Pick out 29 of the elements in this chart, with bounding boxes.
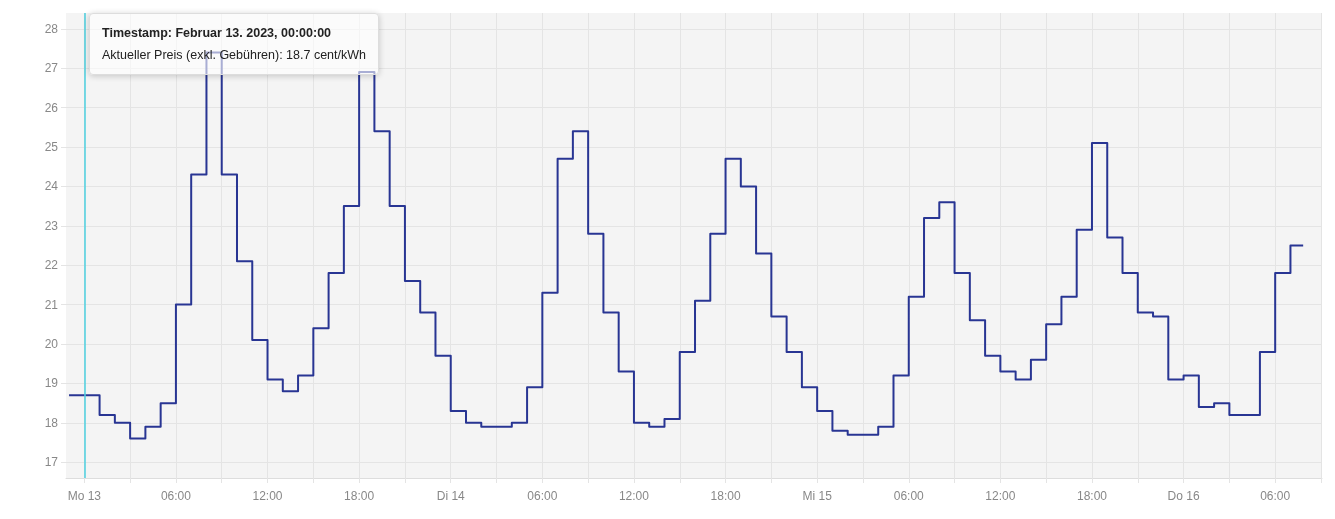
- x-tick-label: Mo 13: [67, 489, 102, 503]
- x-tick-label: 12:00: [985, 489, 1016, 503]
- x-tick-label: 12:00: [252, 489, 283, 503]
- y-tick-label: 18: [44, 415, 59, 430]
- y-tick-label: 26: [44, 100, 59, 115]
- x-tick-label: 06:00: [527, 489, 558, 503]
- x-tick-label: 18:00: [344, 489, 375, 503]
- y-tick-label: 22: [44, 258, 59, 273]
- annotation: Timestamp: Februar 13. 2023, 00:00:00: [102, 25, 333, 42]
- x-tick-label: 06:00: [160, 489, 192, 503]
- y-tick-label: 23: [44, 218, 59, 233]
- x-tick-label: 06:00: [893, 489, 925, 503]
- tooltip-card: Timestamp: Februar 13. 2023, 00:00:00 Aktueller Preis (exkl. Gebühren): 18.7 cent/kWh: [89, 13, 379, 75]
- y-tick-label: 28: [44, 21, 59, 36]
- x-tick-label: 18:00: [1076, 489, 1108, 503]
- y-tick-label: 25: [44, 139, 59, 154]
- x-tick-label: 06:00: [1260, 489, 1291, 503]
- annotation: Aktueller Preis (exkl. Gebühren): 18.7 cent/kWh: [102, 47, 367, 64]
- x-tick-label: Do 16: [1167, 489, 1200, 503]
- x-tick-label: 12:00: [618, 489, 650, 503]
- y-tick-label: 24: [44, 179, 59, 194]
- y-tick-label: 20: [44, 337, 59, 352]
- y-tick-label: 21: [44, 297, 59, 312]
- x-tick-label: Mi 15: [802, 489, 833, 503]
- x-tick-label: 18:00: [710, 489, 741, 503]
- y-tick-label: 27: [44, 61, 59, 76]
- x-tick-label: Di 14: [436, 489, 466, 503]
- y-tick-label: 19: [44, 376, 59, 391]
- y-tick-label: 17: [44, 455, 59, 470]
